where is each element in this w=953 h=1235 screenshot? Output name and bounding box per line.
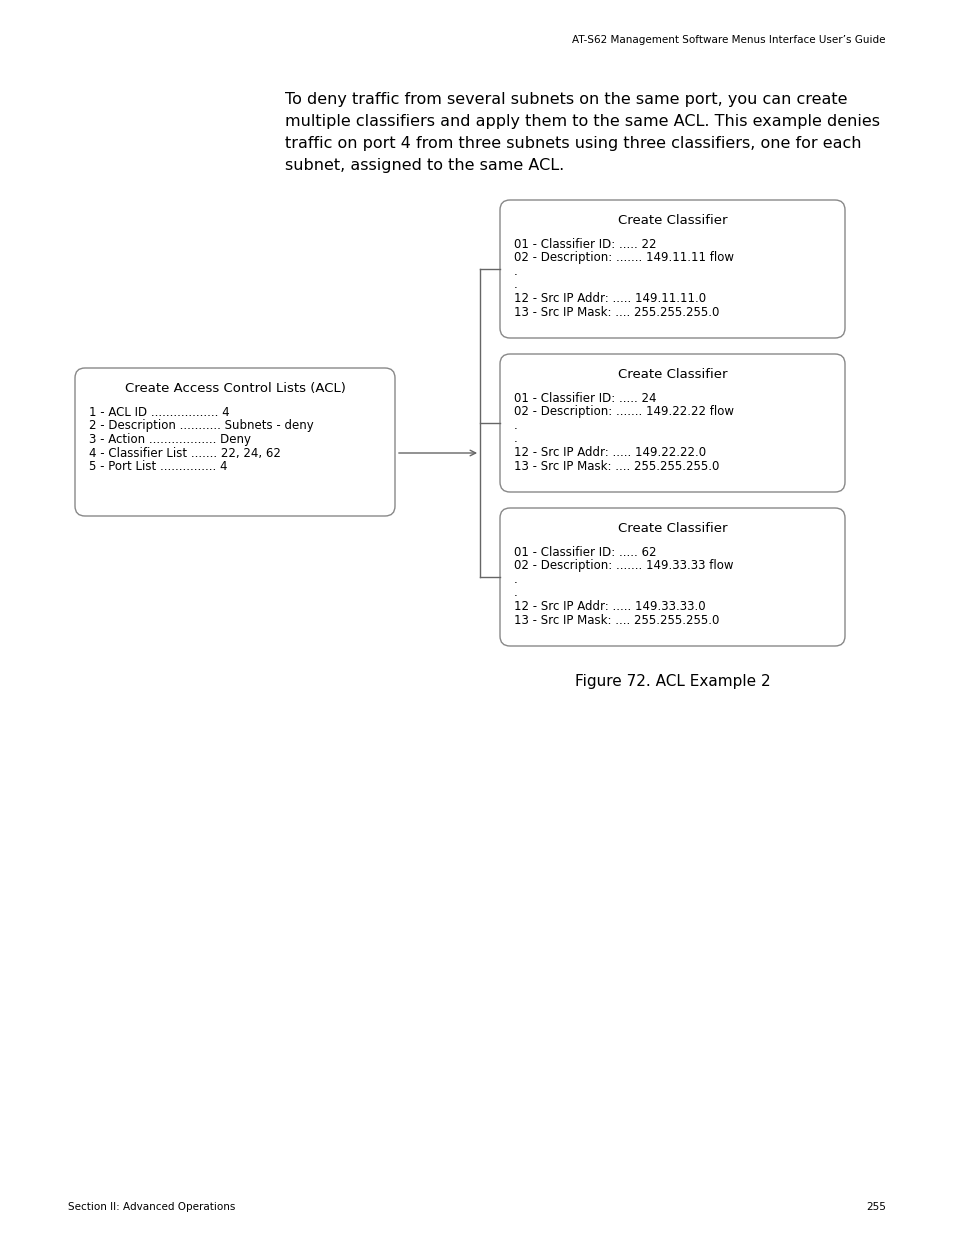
- FancyBboxPatch shape: [499, 200, 844, 338]
- FancyBboxPatch shape: [75, 368, 395, 516]
- Text: 3 - Action .................. Deny: 3 - Action .................. Deny: [89, 433, 251, 446]
- Text: 4 - Classifier List ....... 22, 24, 62: 4 - Classifier List ....... 22, 24, 62: [89, 447, 280, 459]
- Text: 12 - Src IP Addr: ..... 149.22.22.0: 12 - Src IP Addr: ..... 149.22.22.0: [514, 446, 705, 459]
- Text: To deny traffic from several subnets on the same port, you can create: To deny traffic from several subnets on …: [285, 91, 846, 107]
- Text: .: .: [514, 279, 517, 291]
- Text: 13 - Src IP Mask: .... 255.255.255.0: 13 - Src IP Mask: .... 255.255.255.0: [514, 459, 719, 473]
- Text: 13 - Src IP Mask: .... 255.255.255.0: 13 - Src IP Mask: .... 255.255.255.0: [514, 614, 719, 626]
- Text: 02 - Description: ....... 149.22.22 flow: 02 - Description: ....... 149.22.22 flow: [514, 405, 733, 419]
- Text: AT-S62 Management Software Menus Interface User’s Guide: AT-S62 Management Software Menus Interfa…: [572, 35, 885, 44]
- Text: .: .: [514, 573, 517, 585]
- Text: multiple classifiers and apply them to the same ACL. This example denies: multiple classifiers and apply them to t…: [285, 114, 879, 128]
- Text: Create Access Control Lists (ACL): Create Access Control Lists (ACL): [125, 382, 345, 395]
- Text: 13 - Src IP Mask: .... 255.255.255.0: 13 - Src IP Mask: .... 255.255.255.0: [514, 305, 719, 319]
- Text: 02 - Description: ....... 149.11.11 flow: 02 - Description: ....... 149.11.11 flow: [514, 252, 733, 264]
- Text: 01 - Classifier ID: ..... 24: 01 - Classifier ID: ..... 24: [514, 391, 656, 405]
- Text: subnet, assigned to the same ACL.: subnet, assigned to the same ACL.: [285, 158, 563, 173]
- Text: 2 - Description ........... Subnets - deny: 2 - Description ........... Subnets - de…: [89, 420, 314, 432]
- Text: 01 - Classifier ID: ..... 22: 01 - Classifier ID: ..... 22: [514, 238, 656, 251]
- Text: Create Classifier: Create Classifier: [618, 368, 726, 382]
- Text: 1 - ACL ID .................. 4: 1 - ACL ID .................. 4: [89, 406, 230, 419]
- Text: 12 - Src IP Addr: ..... 149.11.11.0: 12 - Src IP Addr: ..... 149.11.11.0: [514, 291, 705, 305]
- Text: 12 - Src IP Addr: ..... 149.33.33.0: 12 - Src IP Addr: ..... 149.33.33.0: [514, 600, 705, 613]
- Text: traffic on port 4 from three subnets using three classifiers, one for each: traffic on port 4 from three subnets usi…: [285, 136, 861, 151]
- Text: 5 - Port List ............... 4: 5 - Port List ............... 4: [89, 459, 227, 473]
- Text: Section II: Advanced Operations: Section II: Advanced Operations: [68, 1202, 235, 1212]
- FancyBboxPatch shape: [499, 354, 844, 492]
- Text: 01 - Classifier ID: ..... 62: 01 - Classifier ID: ..... 62: [514, 546, 656, 559]
- Text: .: .: [514, 266, 517, 278]
- FancyBboxPatch shape: [499, 508, 844, 646]
- Text: 255: 255: [865, 1202, 885, 1212]
- Text: Create Classifier: Create Classifier: [618, 522, 726, 535]
- Text: .: .: [514, 432, 517, 446]
- Text: .: .: [514, 419, 517, 432]
- Text: Figure 72. ACL Example 2: Figure 72. ACL Example 2: [574, 674, 769, 689]
- Text: 02 - Description: ....... 149.33.33 flow: 02 - Description: ....... 149.33.33 flow: [514, 559, 733, 573]
- Text: .: .: [514, 587, 517, 599]
- Text: Create Classifier: Create Classifier: [618, 214, 726, 227]
